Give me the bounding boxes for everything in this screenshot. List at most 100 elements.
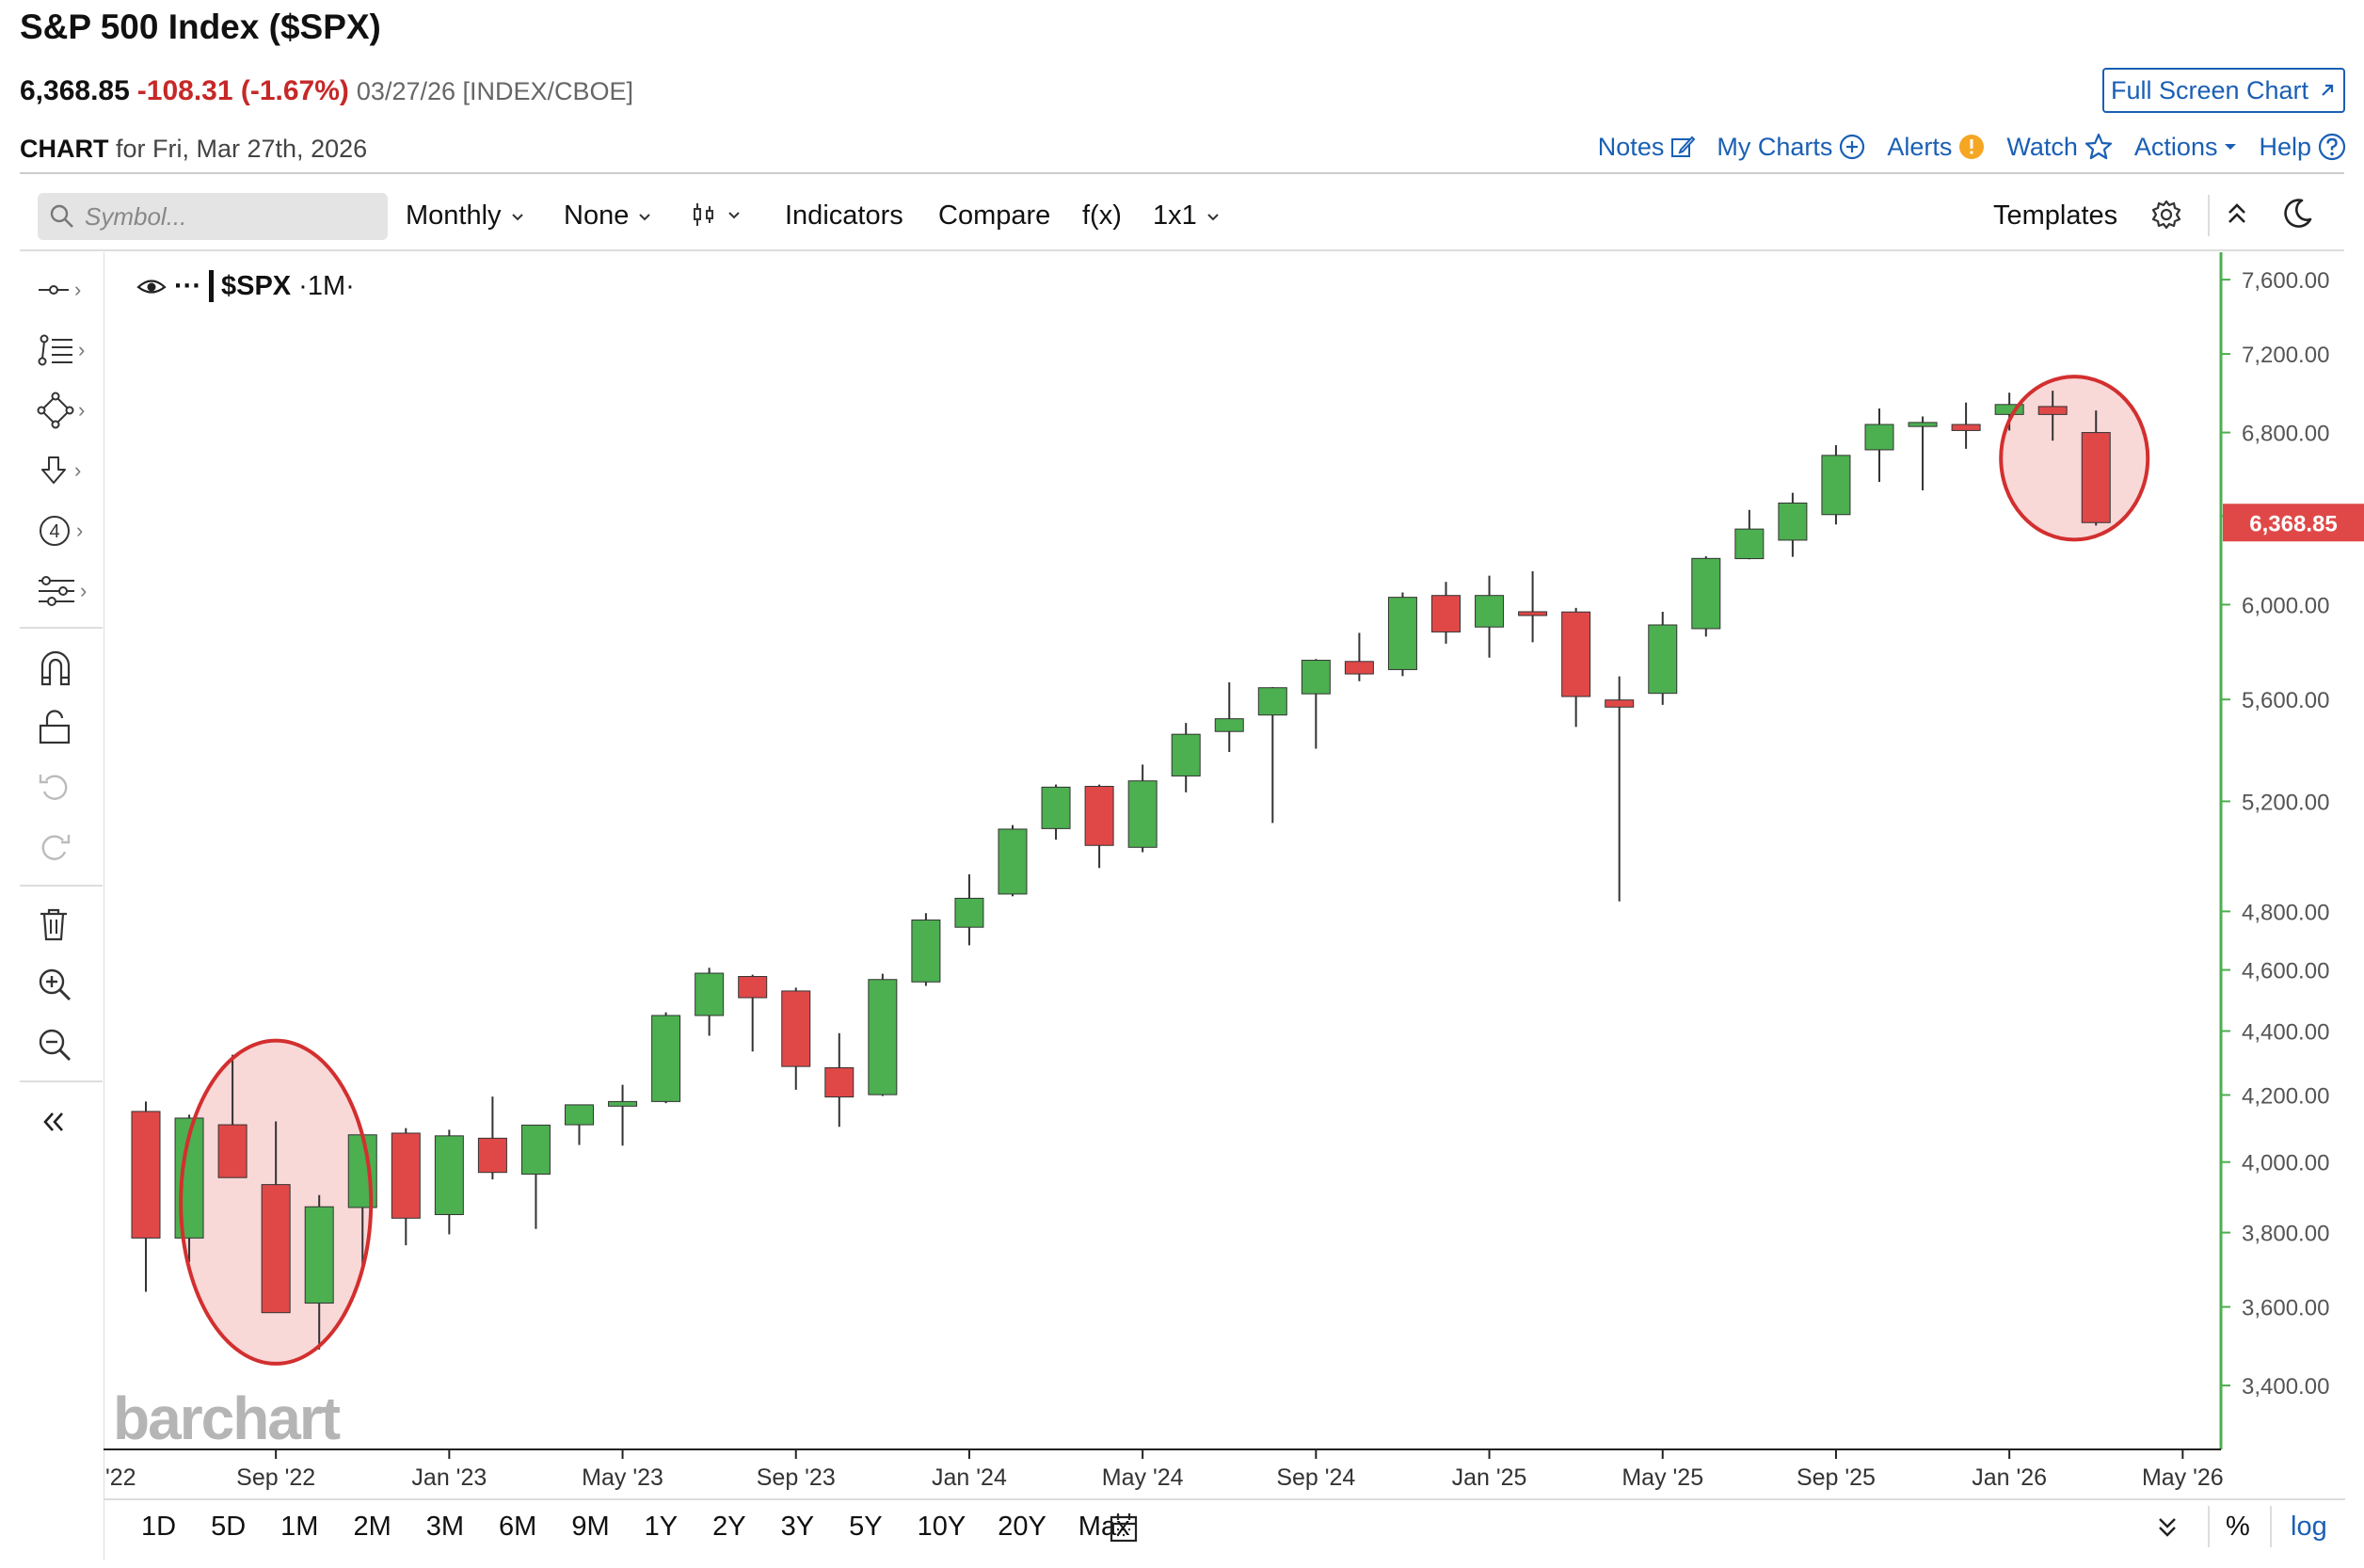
redo-button[interactable] bbox=[37, 828, 93, 866]
candle-body[interactable] bbox=[1734, 528, 1765, 560]
timeframe-5d[interactable]: 5D bbox=[211, 1512, 247, 1542]
chart-type-dropdown[interactable] bbox=[690, 200, 743, 229]
fx-button[interactable]: f(x) bbox=[1082, 200, 1122, 231]
candle-body[interactable] bbox=[1475, 595, 1505, 628]
collapse-sidebar-button[interactable] bbox=[37, 1103, 93, 1141]
zoom-in-button[interactable] bbox=[37, 966, 93, 1003]
full-screen-chart-button[interactable]: Full Screen Chart bbox=[2102, 68, 2345, 113]
candle-body[interactable] bbox=[738, 976, 768, 999]
candle-body[interactable] bbox=[261, 1184, 291, 1314]
timeframe-3y[interactable]: 3Y bbox=[780, 1512, 815, 1542]
date-range-button[interactable] bbox=[1109, 1512, 1139, 1548]
candle-body[interactable] bbox=[1518, 611, 1548, 616]
candle-body[interactable] bbox=[217, 1124, 248, 1178]
timeframe-9m[interactable]: 9M bbox=[571, 1512, 610, 1542]
lock-tool[interactable] bbox=[37, 708, 93, 745]
search-input[interactable]: Symbol... bbox=[85, 201, 187, 231]
actions-menu[interactable]: Actions bbox=[2134, 133, 2239, 162]
candle-body[interactable] bbox=[998, 828, 1028, 895]
candle-body[interactable] bbox=[1387, 597, 1417, 670]
layout-label: 1x1 bbox=[1153, 200, 1197, 231]
alerts-link[interactable]: Alerts bbox=[1887, 133, 1986, 162]
my-charts-link[interactable]: My Charts bbox=[1717, 133, 1866, 162]
candle-body[interactable] bbox=[1648, 624, 1678, 695]
period-dropdown[interactable]: Monthly bbox=[406, 200, 526, 232]
candle-body[interactable] bbox=[954, 897, 984, 928]
overlay-dropdown[interactable]: None bbox=[564, 200, 653, 232]
templates-button[interactable]: Templates bbox=[1993, 200, 2118, 231]
zoom-out-button[interactable] bbox=[37, 1026, 93, 1064]
candle-body[interactable] bbox=[1908, 422, 1938, 427]
measure-tool[interactable]: › bbox=[37, 572, 93, 610]
line-tool[interactable]: › bbox=[37, 271, 93, 309]
notes-link[interactable]: Notes bbox=[1598, 133, 1697, 162]
watch-link[interactable]: Watch bbox=[2006, 132, 2114, 162]
indicators-button[interactable]: Indicators bbox=[785, 200, 903, 231]
candle-body[interactable] bbox=[1691, 557, 1721, 630]
candle-body[interactable] bbox=[1605, 699, 1635, 708]
price-chart[interactable]: 3,400.00 3,600.00 3,800.00 4,000.00 4,200.00… bbox=[104, 252, 2364, 1504]
candle-body[interactable] bbox=[1821, 455, 1851, 516]
shape-tool[interactable]: › bbox=[37, 392, 93, 429]
candle-body[interactable] bbox=[1171, 733, 1201, 776]
candle-body[interactable] bbox=[1301, 660, 1331, 695]
candle-body[interactable] bbox=[911, 920, 941, 983]
candle-body[interactable] bbox=[1778, 502, 1808, 541]
timeframe-2m[interactable]: 2M bbox=[353, 1512, 391, 1542]
candle-body[interactable] bbox=[1561, 611, 1591, 697]
candle-body[interactable] bbox=[131, 1111, 161, 1239]
timeframe-1d[interactable]: 1D bbox=[141, 1512, 177, 1542]
candle-body[interactable] bbox=[1431, 595, 1461, 632]
candle-body[interactable] bbox=[391, 1132, 421, 1219]
candle-body[interactable] bbox=[565, 1104, 594, 1126]
fib-tool[interactable]: › bbox=[37, 331, 93, 369]
timeframe-1m[interactable]: 1M bbox=[280, 1512, 319, 1542]
candle-body[interactable] bbox=[520, 1124, 551, 1176]
percent-toggle[interactable]: % bbox=[2226, 1512, 2250, 1542]
candle-body[interactable] bbox=[1994, 404, 2024, 415]
candle-body[interactable] bbox=[434, 1135, 464, 1216]
time-tick-label: Sep '23 bbox=[757, 1464, 836, 1491]
count-tool[interactable]: 4 › bbox=[37, 512, 93, 550]
candle-body[interactable] bbox=[1127, 780, 1158, 848]
candle-body[interactable] bbox=[1214, 718, 1244, 732]
magnet-tool[interactable] bbox=[37, 648, 93, 686]
candle-body[interactable] bbox=[781, 990, 811, 1067]
candle-body[interactable] bbox=[1344, 661, 1374, 675]
candle-body[interactable] bbox=[1084, 786, 1114, 846]
help-link[interactable]: Help bbox=[2259, 132, 2347, 162]
candle-body[interactable] bbox=[1257, 687, 1287, 716]
legend-menu-icon[interactable]: ··· bbox=[174, 270, 201, 301]
candle-body[interactable] bbox=[824, 1066, 855, 1098]
undo-button[interactable] bbox=[37, 768, 93, 806]
candle-body[interactable] bbox=[477, 1137, 507, 1174]
timeframe-2y[interactable]: 2Y bbox=[712, 1512, 746, 1542]
timeframe-10y[interactable]: 10Y bbox=[917, 1512, 966, 1542]
candle-body[interactable] bbox=[695, 972, 725, 1016]
timeframe-1y[interactable]: 1Y bbox=[644, 1512, 679, 1542]
symbol-search[interactable]: Symbol... bbox=[38, 193, 388, 240]
delete-button[interactable] bbox=[37, 905, 93, 943]
timeframe-5y[interactable]: 5Y bbox=[849, 1512, 883, 1542]
arrow-tool[interactable]: › bbox=[37, 452, 93, 489]
layout-dropdown[interactable]: 1x1 bbox=[1153, 200, 1222, 232]
candle-body[interactable] bbox=[1041, 786, 1071, 829]
timeframe-3m[interactable]: 3M bbox=[425, 1512, 465, 1542]
candle-body[interactable] bbox=[2081, 432, 2111, 523]
candle-body[interactable] bbox=[1951, 424, 1981, 431]
log-toggle[interactable]: log bbox=[2291, 1512, 2327, 1542]
dark-mode-button[interactable] bbox=[2279, 196, 2315, 232]
candle-body[interactable] bbox=[1864, 424, 1894, 451]
compare-button[interactable]: Compare bbox=[938, 200, 1051, 231]
collapse-button[interactable] bbox=[2221, 198, 2253, 230]
candle-body[interactable] bbox=[608, 1100, 638, 1107]
candle-body[interactable] bbox=[868, 979, 898, 1096]
timeframe-20y[interactable]: 20Y bbox=[998, 1512, 1046, 1542]
eye-icon[interactable] bbox=[136, 275, 167, 297]
settings-button[interactable] bbox=[2149, 198, 2183, 232]
candle-body[interactable] bbox=[304, 1206, 334, 1304]
candle-body[interactable] bbox=[651, 1015, 681, 1102]
timeframe-6m[interactable]: 6M bbox=[499, 1512, 537, 1542]
expand-down-button[interactable] bbox=[2153, 1513, 2181, 1546]
candle-body[interactable] bbox=[2037, 406, 2068, 415]
